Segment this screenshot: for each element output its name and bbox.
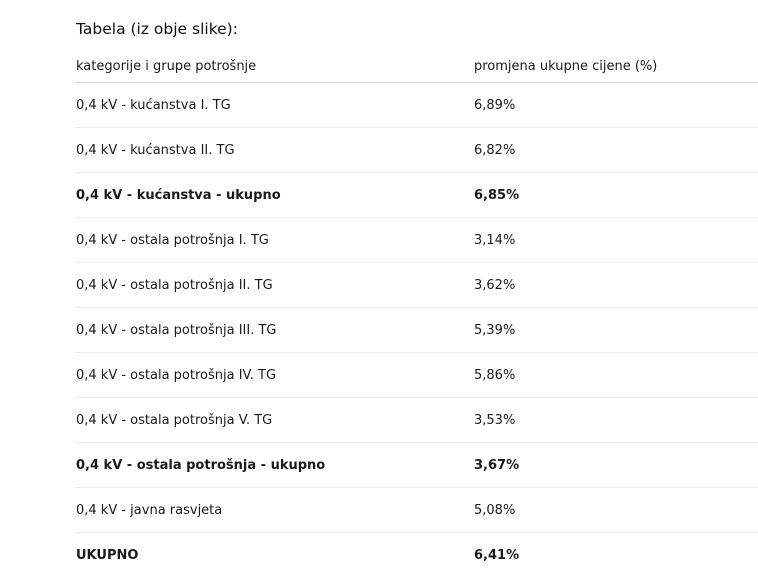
- table-row: 0,4 kV - ostala potrošnja - ukupno 3,67%: [76, 443, 758, 488]
- table-row: 0,4 kV - ostala potrošnja III. TG 5,39%: [76, 308, 758, 353]
- price-change-table: kategorije i grupe potrošnje promjena uk…: [76, 56, 758, 578]
- table-row: 0,4 kV - kućanstva II. TG 6,82%: [76, 128, 758, 173]
- table-row: 0,4 kV - ostala potrošnja II. TG 3,62%: [76, 263, 758, 308]
- category-cell: 0,4 kV - kućanstva - ukupno: [76, 187, 281, 203]
- change-cell: 3,53%: [474, 412, 516, 428]
- category-cell: 0,4 kV - ostala potrošnja III. TG: [76, 322, 277, 338]
- table-row: 0,4 kV - ostala potrošnja IV. TG 5,86%: [76, 353, 758, 398]
- table-row: 0,4 kV - kućanstva - ukupno 6,85%: [76, 173, 758, 218]
- change-cell: 3,67%: [474, 457, 520, 473]
- category-cell: 0,4 kV - kućanstva II. TG: [76, 142, 235, 158]
- table-row: 0,4 kV - kućanstva I. TG 6,89%: [76, 83, 758, 128]
- category-cell: 0,4 kV - ostala potrošnja V. TG: [76, 412, 273, 428]
- column-header-change: promjena ukupne cijene (%): [474, 59, 658, 74]
- change-cell: 5,39%: [474, 322, 516, 338]
- category-cell: 0,4 kV - kućanstva I. TG: [76, 97, 231, 113]
- column-header-category: kategorije i grupe potrošnje: [76, 59, 257, 74]
- change-cell: 5,86%: [474, 367, 516, 383]
- category-cell: 0,4 kV - ostala potrošnja - ukupno: [76, 457, 326, 473]
- table-row: 0,4 kV - javna rasvjeta 5,08%: [76, 488, 758, 533]
- category-cell: 0,4 kV - ostala potrošnja II. TG: [76, 277, 273, 293]
- category-cell: 0,4 kV - ostala potrošnja IV. TG: [76, 367, 277, 383]
- change-cell: 5,08%: [474, 502, 516, 518]
- change-cell: 3,62%: [474, 277, 516, 293]
- category-cell: 0,4 kV - ostala potrošnja I. TG: [76, 232, 269, 248]
- change-cell: 6,89%: [474, 97, 516, 113]
- table-row: 0,4 kV - ostala potrošnja I. TG 3,14%: [76, 218, 758, 263]
- category-cell: 0,4 kV - javna rasvjeta: [76, 502, 223, 518]
- change-cell: 3,14%: [474, 232, 516, 248]
- table-row: 0,4 kV - ostala potrošnja V. TG 3,53%: [76, 398, 758, 443]
- table-heading: Tabela (iz obje slike):: [76, 20, 238, 38]
- change-cell: 6,85%: [474, 187, 520, 203]
- table-header-row: kategorije i grupe potrošnje promjena uk…: [76, 56, 758, 83]
- table-row-total: UKUPNO 6,41%: [76, 533, 758, 578]
- category-cell: UKUPNO: [76, 548, 139, 563]
- change-cell: 6,41%: [474, 548, 520, 563]
- change-cell: 6,82%: [474, 142, 516, 158]
